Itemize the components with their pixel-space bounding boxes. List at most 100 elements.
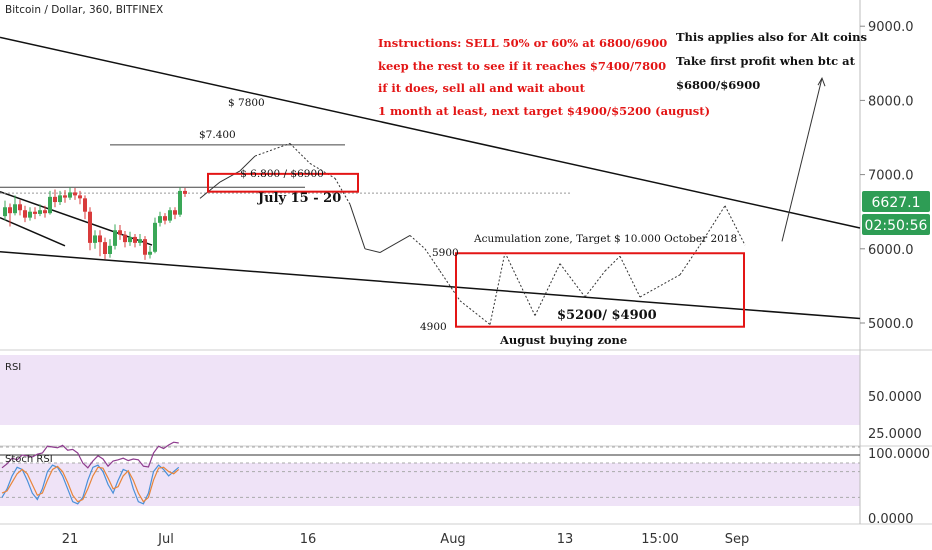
candle-body [98, 235, 102, 243]
stoch-tick-100: 100.0000 [868, 447, 930, 462]
candle-body [78, 195, 82, 199]
candle-body [158, 216, 162, 223]
zone-price-label: $5200/ $4900 [557, 308, 657, 323]
projection-segment [199, 181, 221, 199]
alt-note-line-3: $6800/$6900 [676, 78, 760, 92]
candle-body [83, 198, 87, 212]
rsi-tick-50: 50.0000 [868, 390, 922, 405]
trendline [0, 36, 861, 229]
time-tick-label: 21 [62, 532, 79, 547]
candle-body [3, 207, 7, 217]
time-tick-label: 16 [300, 532, 317, 547]
rsi-plot [0, 441, 860, 469]
candle-body [93, 235, 97, 243]
rsi-panel-label: RSI [5, 362, 21, 373]
candle-body [163, 216, 167, 221]
zones [207, 172, 745, 328]
candle-body [33, 211, 37, 214]
sell-zone-box [207, 172, 359, 193]
price-axis-tick-marks [860, 25, 865, 324]
candle-body [43, 210, 47, 214]
trendline [0, 216, 66, 247]
stoch-rsi-plot [0, 464, 860, 505]
price-tick-label: 9000.0 [868, 20, 914, 35]
candle-body [143, 239, 147, 255]
projection-segment [489, 252, 506, 325]
level-5900-label: 5900 [432, 247, 459, 259]
candles [3, 187, 187, 260]
candle-body [148, 251, 152, 255]
symbol-title: Bitcoin / Dollar, 360, BITFINEX [5, 4, 163, 16]
rsi-line [1, 441, 179, 469]
projection-segment [559, 263, 586, 298]
stoch-panel-label: Stoch RSI [5, 454, 53, 465]
time-tick-label: 15:00 [641, 532, 678, 547]
projection-segment [424, 248, 441, 272]
countdown-badge [862, 214, 930, 235]
stoch-k-line [1, 464, 180, 505]
trendline [0, 251, 861, 320]
candle-body [183, 190, 187, 194]
time-axis: 21 Jul 16 Aug 13 15:00 Sep [62, 532, 750, 547]
time-tick-label: Aug [440, 532, 465, 547]
candle-body [38, 210, 42, 214]
projection-segment [604, 255, 621, 272]
projection-segment [679, 244, 701, 276]
candle-body [28, 211, 32, 218]
candle-body [138, 239, 142, 243]
candle-body [53, 196, 57, 203]
instructions-line-2: keep the rest to see if it reaches $7400… [378, 59, 666, 73]
accumulation-zone-box [455, 252, 745, 328]
projection-segment [239, 155, 256, 172]
chart-background [0, 0, 860, 550]
rsi-band [0, 355, 860, 425]
candle-body [13, 204, 17, 214]
july-range-label: July 15 - 20 [257, 191, 341, 206]
time-tick-label: Sep [725, 532, 750, 547]
stoch-d-line [1, 465, 180, 503]
price-badge [862, 191, 930, 212]
candle-body [128, 236, 132, 243]
candle-body [18, 204, 22, 211]
instructions-line-1: Instructions: SELL 50% or 60% at 6800/69… [378, 36, 667, 50]
candle-body [118, 230, 122, 235]
time-tick-label: 13 [557, 532, 574, 547]
candle-body [178, 190, 182, 215]
sell-box-label: $ 6.800 / $6900 [240, 168, 324, 180]
label-7800: $ 7800 [228, 97, 265, 109]
candle-body [103, 242, 107, 254]
candle-body [123, 234, 127, 243]
candle-body [23, 210, 27, 218]
level-4900-label: 4900 [420, 321, 447, 333]
candle-body [108, 245, 112, 254]
projection-segment [364, 248, 381, 253]
projection-segment [309, 163, 336, 179]
price-axis: 9000.0 8000.0 7000.0 6000.0 5000.0 [868, 20, 914, 332]
candle-body [58, 195, 62, 203]
price-tick-label: 6000.0 [868, 243, 914, 258]
candle-body [133, 236, 137, 243]
candle-body [153, 222, 157, 252]
rsi-tick-25: 25.0000 [868, 427, 922, 442]
projection-segment [534, 263, 561, 316]
alt-note-line-2: Take first profit when btc at [676, 54, 856, 68]
candle-body [48, 196, 52, 214]
august-zone-label: August buying zone [499, 333, 627, 347]
stoch-tick-0: 0.0000 [868, 512, 914, 527]
horizontal-levels [0, 144, 570, 194]
candle-body [168, 210, 172, 221]
projection-segment [289, 143, 311, 164]
projection-segment [349, 204, 366, 249]
projection-segment [409, 235, 426, 250]
instructions-line-3: if it does, sell all and wait about [378, 81, 586, 95]
countdown-badge-text: 02:50:56 [865, 218, 928, 234]
candle-body [73, 192, 77, 196]
target-arrow-head [817, 76, 826, 87]
instructions-line-4: 1 month at least, next target $4900/$520… [378, 104, 710, 118]
stoch-band [0, 463, 860, 506]
price-tick-label: 7000.0 [868, 169, 914, 184]
price-tick-label: 5000.0 [868, 317, 914, 332]
projection-segment [584, 270, 606, 298]
candle-body [113, 230, 117, 246]
